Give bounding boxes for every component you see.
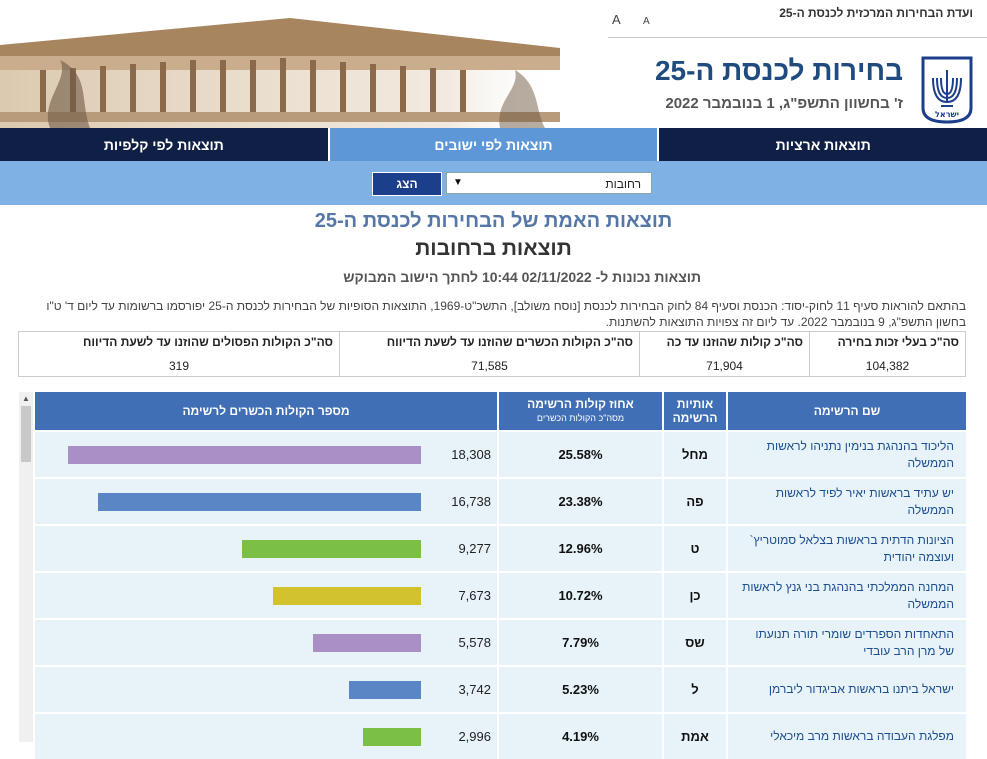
legal-notice: בהתאם להוראות סעיף 11 לחוק-יסוד: הכנסת ו…	[46, 299, 966, 329]
list-votes-cell: 5,578	[35, 620, 497, 665]
site-header: ועדת הבחירות המרכזית לכנסת ה-25 A A בחיר…	[0, 0, 987, 128]
list-percent: 5.23%	[499, 667, 662, 712]
settlement-select-value: רחובות	[605, 177, 641, 191]
font-size-large-button[interactable]: A	[612, 12, 621, 27]
committee-name: ועדת הבחירות המרכזית לכנסת ה-25	[779, 6, 973, 20]
knesset-building-illustration	[0, 0, 600, 128]
table-row: 18,308 25.58% מחל הליכוד בהנהגת בנימין נתני…	[35, 432, 966, 477]
list-votes-number: 3,742	[458, 682, 491, 697]
list-letters: אמת	[664, 714, 726, 759]
list-votes-cell: 2,996	[35, 714, 497, 759]
list-votes-cell: 16,738	[35, 479, 497, 524]
tab-national-results[interactable]: תוצאות ארציות	[775, 136, 871, 153]
table-row: 7,673 10.72% כן המחנה הממלכתי בהנהגת בני גנ…	[35, 573, 966, 618]
results-subtitle: תוצאות ברחובות	[415, 237, 572, 260]
header-list-letters: אותיות הרשימה	[664, 392, 726, 430]
summary-value: 319	[168, 359, 190, 373]
list-name: ישראל ביתנו בראשות אביגדור ליברמן	[728, 667, 966, 712]
show-button[interactable]: הצג	[372, 172, 442, 196]
tab-ballot-results[interactable]: תוצאות לפי קלפיות	[103, 136, 224, 153]
votes-bar	[363, 728, 421, 746]
list-percent: 7.79%	[499, 620, 662, 665]
list-percent: 25.58%	[499, 432, 662, 477]
summary-label: סה"כ בעלי זכות בחירה	[837, 335, 959, 349]
state-emblem-icon: ישראל	[921, 56, 973, 124]
header-list-name: שם הרשימה	[728, 392, 966, 430]
list-letters: שס	[664, 620, 726, 665]
header-list-percent: אחוז קולות הרשימה מסה"כ הקולות הכשרים	[499, 392, 662, 430]
table-row: 3,742 5.23% ל ישראל ביתנו בראשות אביגדור לי…	[35, 667, 966, 712]
list-percent: 4.19%	[499, 714, 662, 759]
list-votes-number: 7,673	[458, 588, 491, 603]
list-name: המחנה הממלכתי בהנהגת בני גנץ לראשות הממש…	[728, 573, 966, 618]
summary-invalid-votes: סה"כ הקולות הפסולים שהוזנו עד לשעת הדיוו…	[19, 332, 339, 376]
list-name: התאחדות הספרדים שומרי תורה תנועתו של מרן…	[728, 620, 966, 665]
list-percent: 23.38%	[499, 479, 662, 524]
list-percent: 12.96%	[499, 526, 662, 571]
top-utility-bar	[608, 8, 987, 38]
dropdown-arrow-icon: ▼	[453, 177, 463, 188]
list-votes-cell: 3,742	[35, 667, 497, 712]
list-name: מפלגת העבודה בראשות מרב מיכאלי	[728, 714, 966, 759]
votes-bar	[313, 634, 421, 652]
page-title: בחירות לכנסת ה-25	[654, 55, 903, 86]
list-votes-number: 18,308	[451, 447, 491, 462]
votes-bar	[273, 587, 421, 605]
summary-table: סה"כ בעלי זכות בחירה 104,382 סה"כ קולות …	[18, 331, 966, 377]
scrollbar-thumb[interactable]	[21, 406, 31, 462]
scroll-up-arrow-icon[interactable]: ▲	[22, 394, 30, 403]
summary-valid-votes: סה"כ הקולות הכשרים שהוזנו עד לשעת הדיווח…	[339, 332, 639, 376]
summary-value: 71,904	[706, 359, 743, 373]
votes-bar	[68, 446, 421, 464]
summary-label: סה"כ קולות שהוזנו עד כה	[666, 335, 803, 349]
summary-votes-entered: סה"כ קולות שהוזנו עד כה 71,904	[639, 332, 809, 376]
summary-label: סה"כ הקולות הכשרים שהוזנו עד לשעת הדיווח	[386, 335, 633, 349]
settlement-filter-bar: הצג ▼ רחובות	[0, 161, 987, 205]
list-name: הליכוד בהנהגת בנימין נתניהו לראשות הממשל…	[728, 432, 966, 477]
list-letters: כן	[664, 573, 726, 618]
list-letters: פה	[664, 479, 726, 524]
font-size-small-button[interactable]: A	[643, 16, 650, 27]
list-name: יש עתיד בראשות יאיר לפיד לראשות הממשלה	[728, 479, 966, 524]
main-tabs: תוצאות לפי קלפיות תוצאות לפי ישובים תוצא…	[0, 128, 987, 161]
table-scrollbar[interactable]: ▲	[19, 392, 33, 742]
list-votes-cell: 18,308	[35, 432, 497, 477]
table-row: 9,277 12.96% ט הציונות הדתית בראשות בצלאל ס…	[35, 526, 966, 571]
emblem-label: ישראל	[935, 110, 959, 119]
list-votes-number: 2,996	[458, 729, 491, 744]
summary-label: סה"כ הקולות הפסולים שהוזנו עד לשעת הדיוו…	[83, 335, 333, 349]
list-name: הציונות הדתית בראשות בצלאל סמוטריץ` ועוצ…	[728, 526, 966, 571]
list-percent: 10.72%	[499, 573, 662, 618]
summary-eligible-voters: סה"כ בעלי זכות בחירה 104,382	[809, 332, 965, 376]
tab-settlement-results[interactable]: תוצאות לפי ישובים	[327, 128, 660, 161]
list-votes-cell: 9,277	[35, 526, 497, 571]
votes-bar	[242, 540, 421, 558]
list-votes-number: 5,578	[458, 635, 491, 650]
list-votes-cell: 7,673	[35, 573, 497, 618]
votes-bar	[349, 681, 421, 699]
table-row: 5,578 7.79% שס התאחדות הספרדים שומרי תורה ת…	[35, 620, 966, 665]
list-letters: מחל	[664, 432, 726, 477]
results-table-header: שם הרשימה אותיות הרשימה אחוז קולות הרשימ…	[35, 392, 966, 430]
election-date: ז' בחשוון התשפ"ג, 1 בנובמבר 2022	[665, 95, 903, 112]
results-title: תוצאות האמת של הבחירות לכנסת ה-25	[314, 210, 673, 232]
list-letters: ל	[664, 667, 726, 712]
settlement-select[interactable]: ▼ רחובות	[446, 172, 652, 194]
votes-bar	[98, 493, 421, 511]
list-letters: ט	[664, 526, 726, 571]
summary-value: 71,585	[471, 359, 508, 373]
list-votes-number: 9,277	[458, 541, 491, 556]
header-list-votes: מספר הקולות הכשרים לרשימה	[35, 392, 497, 430]
summary-value: 104,382	[865, 359, 910, 373]
table-row: 16,738 23.38% פה יש עתיד בראשות יאיר לפיד ל…	[35, 479, 966, 524]
results-timestamp: תוצאות נכונות ל- 02/11/2022 10:44 לחתך ה…	[343, 269, 701, 285]
list-votes-number: 16,738	[451, 494, 491, 509]
table-row: 2,996 4.19% אמת מפלגת העבודה בראשות מרב מיכ…	[35, 714, 966, 759]
